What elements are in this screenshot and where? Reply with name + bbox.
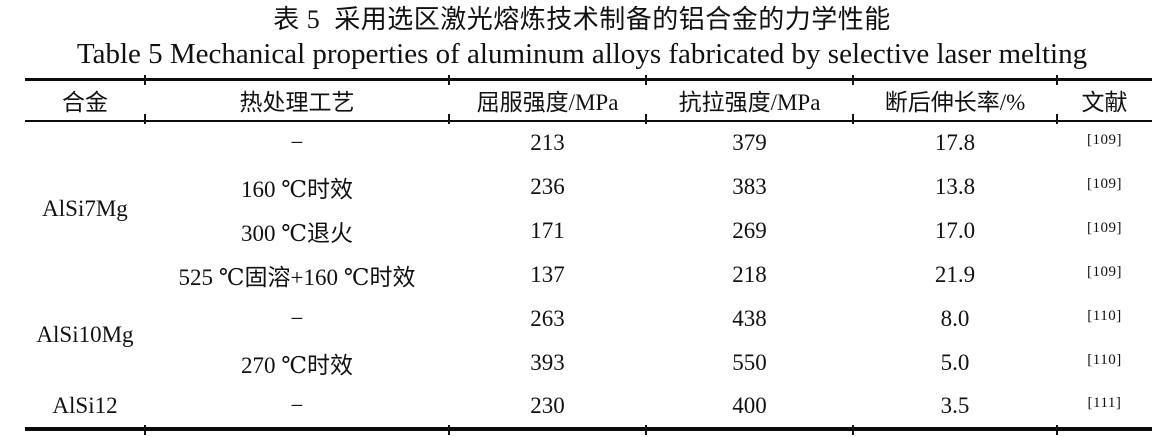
cell-yield: 263 bbox=[530, 305, 565, 331]
cell-tensile: 550 bbox=[732, 349, 767, 375]
cell-alloy-name: AlSi12 bbox=[52, 392, 118, 418]
column-header-yield: 屈服强度/MPa bbox=[449, 78, 646, 122]
column-boundary-tick bbox=[1056, 114, 1058, 124]
table-row: 160 ℃时效 236 383 13.8 [109] bbox=[25, 165, 1152, 209]
table-row: AlSi10Mg − 263 438 8.0 [110] bbox=[25, 297, 1152, 348]
cell-yield: 393 bbox=[530, 349, 565, 375]
reference-citation: [109] bbox=[1087, 132, 1122, 148]
cell-reference: [109] bbox=[1057, 209, 1152, 253]
column-header-alloy: 合金 bbox=[25, 78, 145, 122]
cell-treatment: − bbox=[290, 130, 304, 155]
cell-yield: 236 bbox=[530, 173, 565, 199]
cell-tensile: 400 bbox=[732, 392, 767, 418]
column-boundary-tick bbox=[852, 114, 854, 124]
column-boundary-tick bbox=[645, 114, 647, 124]
cell-reference: [109] bbox=[1057, 165, 1152, 209]
cell-treatment: − bbox=[290, 305, 304, 331]
cell-treatment: 270 ℃时效 bbox=[241, 352, 353, 378]
table-row: 270 ℃时效 393 550 5.0 [110] bbox=[25, 341, 1152, 385]
column-boundary-tick bbox=[448, 114, 450, 124]
cell-reference: [110] bbox=[1057, 297, 1152, 341]
header-row: 合金 热处理工艺 屈服强度/MPa 抗拉强度/MPa 断后伸长率/% 文献 bbox=[25, 78, 1152, 122]
column-boundary-tick bbox=[1056, 75, 1058, 85]
column-boundary-tick bbox=[448, 425, 450, 435]
reference-citation: [109] bbox=[1087, 219, 1122, 236]
reference-citation: [109] bbox=[1087, 263, 1122, 280]
column-boundary-tick bbox=[645, 425, 647, 435]
cell-yield: 137 bbox=[530, 261, 565, 287]
cell-tensile: 218 bbox=[732, 261, 767, 287]
cell-tensile: 438 bbox=[732, 305, 767, 331]
column-header-tensile: 抗拉强度/MPa bbox=[646, 78, 853, 122]
cell-elongation: 21.9 bbox=[934, 261, 976, 287]
column-header-reference: 文献 bbox=[1057, 78, 1152, 122]
column-boundary-tick bbox=[852, 75, 854, 85]
table-row: AlSi12 − 230 400 3.5 [111] bbox=[25, 385, 1152, 429]
column-header-treatment: 热处理工艺 bbox=[145, 78, 449, 122]
cell-yield: 171 bbox=[530, 217, 565, 243]
reference-citation: [111] bbox=[1087, 394, 1122, 411]
reference-citation: [110] bbox=[1087, 307, 1122, 324]
cell-tensile: 269 bbox=[732, 217, 767, 243]
cell-treatment: 525 ℃固溶+160 ℃时效 bbox=[178, 264, 416, 290]
column-boundary-tick bbox=[144, 425, 146, 435]
table-caption-zh: 表 5 采用选区激光熔炼技术制备的铝合金的力学性能 bbox=[273, 5, 891, 34]
table-container: 合金 热处理工艺 屈服强度/MPa 抗拉强度/MPa 断后伸长率/% 文献 Al… bbox=[25, 75, 1152, 435]
table-row: AlSi7Mg − 213 379 17.8 [109] bbox=[25, 121, 1152, 221]
reference-citation: [110] bbox=[1087, 351, 1122, 368]
column-boundary-tick bbox=[144, 75, 146, 85]
column-boundary-tick bbox=[448, 75, 450, 85]
cell-reference: [109] bbox=[1057, 121, 1152, 165]
cell-alloy-name: AlSi10Mg bbox=[36, 322, 134, 347]
table-caption-en: Table 5 Mechanical properties of aluminu… bbox=[76, 38, 1088, 70]
cell-elongation: 5.0 bbox=[940, 349, 970, 375]
cell-elongation: 17.0 bbox=[934, 217, 976, 243]
cell-yield: 213 bbox=[530, 130, 565, 155]
table-row: 525 ℃固溶+160 ℃时效 137 218 21.9 [109] bbox=[25, 253, 1152, 297]
cell-elongation: 17.8 bbox=[934, 130, 976, 155]
cell-elongation: 8.0 bbox=[940, 305, 970, 331]
cell-treatment: 160 ℃时效 bbox=[241, 176, 353, 202]
mechanical-properties-table: 合金 热处理工艺 屈服强度/MPa 抗拉强度/MPa 断后伸长率/% 文献 Al… bbox=[25, 78, 1152, 431]
column-boundary-tick bbox=[852, 425, 854, 435]
column-boundary-tick bbox=[144, 114, 146, 124]
reference-citation: [109] bbox=[1087, 175, 1122, 192]
cell-treatment: 300 ℃退火 bbox=[241, 220, 353, 246]
column-boundary-tick bbox=[1056, 425, 1058, 435]
cell-tensile: 383 bbox=[732, 173, 767, 199]
cell-treatment: − bbox=[290, 392, 304, 418]
cell-reference: [111] bbox=[1057, 385, 1152, 429]
cell-elongation: 13.8 bbox=[934, 173, 976, 199]
cell-reference: [109] bbox=[1057, 253, 1152, 297]
cell-reference: [110] bbox=[1057, 341, 1152, 385]
table-row: 300 ℃退火 171 269 17.0 [109] bbox=[25, 209, 1152, 253]
column-boundary-tick bbox=[645, 75, 647, 85]
cell-tensile: 379 bbox=[732, 130, 767, 155]
column-header-elongation: 断后伸长率/% bbox=[853, 78, 1057, 122]
cell-alloy-name: AlSi7Mg bbox=[42, 196, 128, 221]
cell-yield: 230 bbox=[530, 392, 565, 418]
cell-elongation: 3.5 bbox=[940, 392, 970, 418]
